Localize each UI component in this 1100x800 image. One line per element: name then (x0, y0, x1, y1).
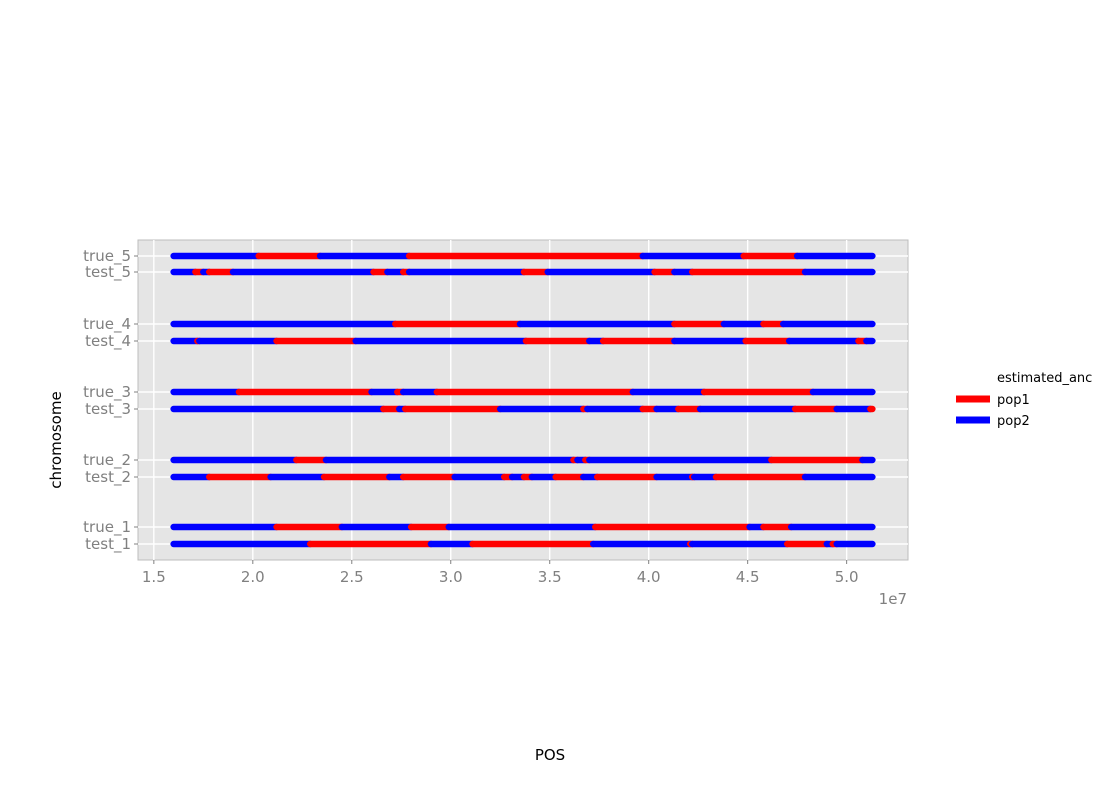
y-tick-label: test_2 (85, 468, 131, 487)
x-tick-label: 4.5 (736, 568, 760, 586)
y-axis-label: chromosome (47, 391, 65, 488)
y-tick-label: test_1 (85, 535, 131, 554)
legend-title: estimated_anc (997, 371, 1092, 386)
y-tick-label: true_4 (83, 315, 131, 334)
y-tick-label: test_4 (85, 332, 131, 351)
x-tick-label: 2.5 (340, 568, 364, 586)
y-tick-label: true_5 (83, 247, 131, 266)
y-tick-label: true_3 (83, 383, 131, 402)
x-tick-label: 1.5 (142, 568, 166, 586)
legend-label-pop1: pop1 (997, 393, 1030, 408)
x-tick-label: 2.0 (241, 568, 265, 586)
y-tick-label: true_2 (83, 451, 131, 470)
y-tick-label: test_5 (85, 263, 131, 282)
x-axis-scale-label: 1e7 (879, 590, 907, 608)
y-tick-label: true_1 (83, 518, 131, 537)
y-tick-label: test_3 (85, 400, 131, 419)
x-tick-label: 5.0 (835, 568, 859, 586)
plot-panel (137, 239, 909, 561)
x-tick-label: 3.5 (538, 568, 562, 586)
x-axis-label: POS (535, 746, 565, 764)
x-tick-label: 3.0 (439, 568, 463, 586)
x-tick-label: 4.0 (637, 568, 661, 586)
legend-label-pop2: pop2 (997, 414, 1030, 429)
legend: estimated_anc pop1 pop2 (956, 371, 1092, 429)
